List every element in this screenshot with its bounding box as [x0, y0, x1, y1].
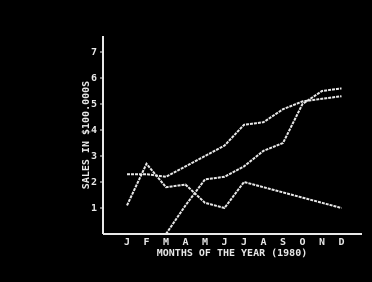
y-tick-label: 3: [91, 151, 97, 162]
x-tick-label: S: [280, 237, 286, 248]
x-tick-label: J: [241, 237, 247, 248]
x-tick-label: A: [182, 237, 188, 248]
y-tick-label: 2: [91, 177, 97, 188]
x-tick-label: J: [124, 237, 130, 248]
x-tick-label: A: [260, 237, 266, 248]
y-tick-label: 6: [91, 73, 97, 84]
y-tick-label: 7: [91, 47, 97, 58]
y-tick-label: 5: [91, 99, 97, 110]
page: {"chart_data": {"type": "line", "y_label…: [0, 0, 372, 282]
x-tick-label: F: [143, 237, 149, 248]
x-tick-label: N: [319, 237, 325, 248]
x-tick-label: D: [338, 237, 344, 248]
x-tick-label: O: [299, 237, 305, 248]
x-tick-label: M: [163, 237, 169, 248]
chart: SALES IN $100.000S MONTHS OF THE YEAR (1…: [0, 0, 372, 282]
y-tick-label: 1: [91, 203, 97, 214]
y-tick-label: 4: [91, 125, 97, 136]
x-tick-label: M: [202, 237, 208, 248]
x-tick-label: J: [221, 237, 227, 248]
x-axis-title: MONTHS OF THE YEAR (1980): [157, 248, 308, 259]
